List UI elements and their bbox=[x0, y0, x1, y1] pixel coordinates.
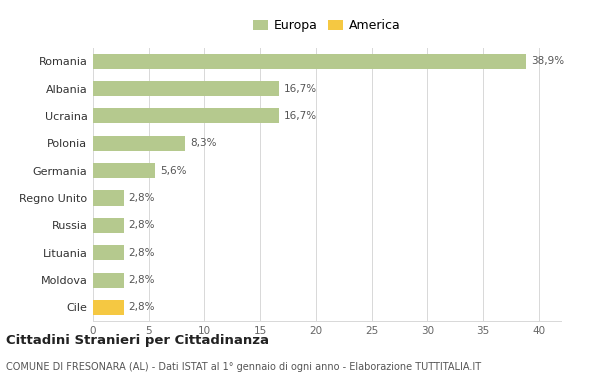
Text: 2,8%: 2,8% bbox=[128, 193, 155, 203]
Bar bbox=[93, 108, 279, 124]
Text: 2,8%: 2,8% bbox=[128, 275, 155, 285]
Text: 5,6%: 5,6% bbox=[160, 166, 187, 176]
Bar bbox=[93, 218, 124, 233]
Text: 8,3%: 8,3% bbox=[190, 138, 217, 148]
Bar bbox=[93, 54, 526, 69]
Bar bbox=[93, 272, 124, 288]
Bar bbox=[93, 190, 124, 206]
Text: Cittadini Stranieri per Cittadinanza: Cittadini Stranieri per Cittadinanza bbox=[6, 334, 269, 347]
Text: 16,7%: 16,7% bbox=[284, 84, 317, 93]
Bar bbox=[93, 300, 124, 315]
Bar bbox=[93, 136, 185, 151]
Text: 2,8%: 2,8% bbox=[128, 248, 155, 258]
Bar bbox=[93, 245, 124, 260]
Text: 2,8%: 2,8% bbox=[128, 302, 155, 312]
Text: COMUNE DI FRESONARA (AL) - Dati ISTAT al 1° gennaio di ogni anno - Elaborazione : COMUNE DI FRESONARA (AL) - Dati ISTAT al… bbox=[6, 363, 481, 372]
Text: 2,8%: 2,8% bbox=[128, 220, 155, 230]
Text: 38,9%: 38,9% bbox=[531, 56, 564, 66]
Text: 16,7%: 16,7% bbox=[284, 111, 317, 121]
Legend: Europa, America: Europa, America bbox=[249, 15, 405, 36]
Bar bbox=[93, 81, 279, 96]
Bar bbox=[93, 163, 155, 178]
